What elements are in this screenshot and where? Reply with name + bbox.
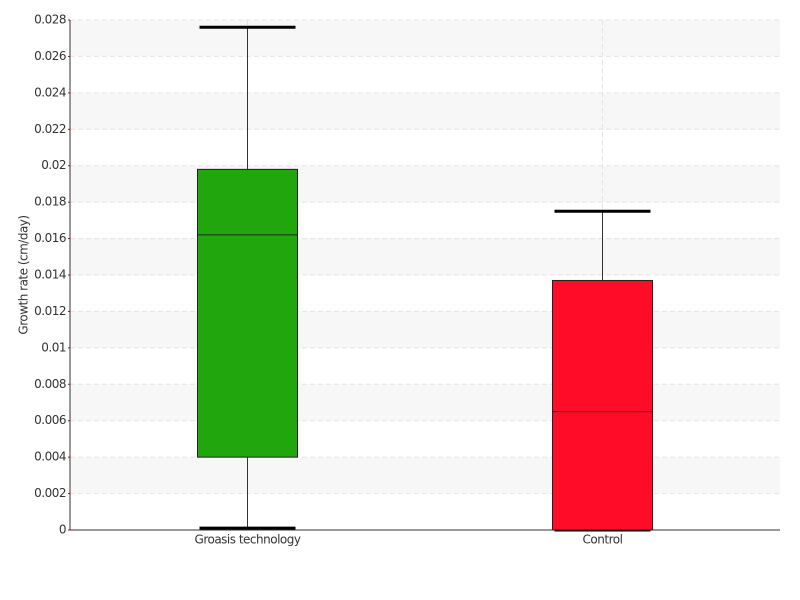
y-tick-label: 0 (59, 523, 66, 537)
y-tick-label: 0.01 (41, 340, 66, 354)
box (197, 168, 298, 458)
grid-band (70, 311, 780, 348)
y-tick-label: 0.02 (41, 158, 66, 172)
y-tick-label: 0.028 (34, 13, 66, 27)
y-tick-label: 0.022 (34, 122, 66, 136)
y-tick-label: 0.014 (34, 268, 66, 282)
y-tick-label: 0.016 (34, 231, 66, 245)
box (552, 279, 653, 531)
grid-band (70, 20, 780, 57)
grid-band (70, 457, 780, 494)
y-tick-label: 0.026 (34, 49, 66, 63)
x-tick-label: Control (583, 533, 623, 547)
grid-band (70, 165, 780, 203)
y-tick-label: 0.008 (34, 377, 66, 391)
y-tick-label: 0.004 (34, 450, 66, 464)
x-tick-label: Groasis technology (195, 533, 301, 547)
y-tick-label: 0.024 (34, 85, 66, 99)
y-tick-label: 0.002 (34, 486, 66, 500)
grid-band (70, 92, 780, 130)
grid-band (70, 384, 780, 421)
y-tick-label: 0.006 (34, 413, 66, 427)
y-axis-label: Growth rate (cm/day) (17, 215, 31, 334)
y-tick-label: 0.012 (34, 304, 66, 318)
y-tick-label: 0.018 (34, 195, 66, 209)
grid-band (70, 238, 780, 275)
